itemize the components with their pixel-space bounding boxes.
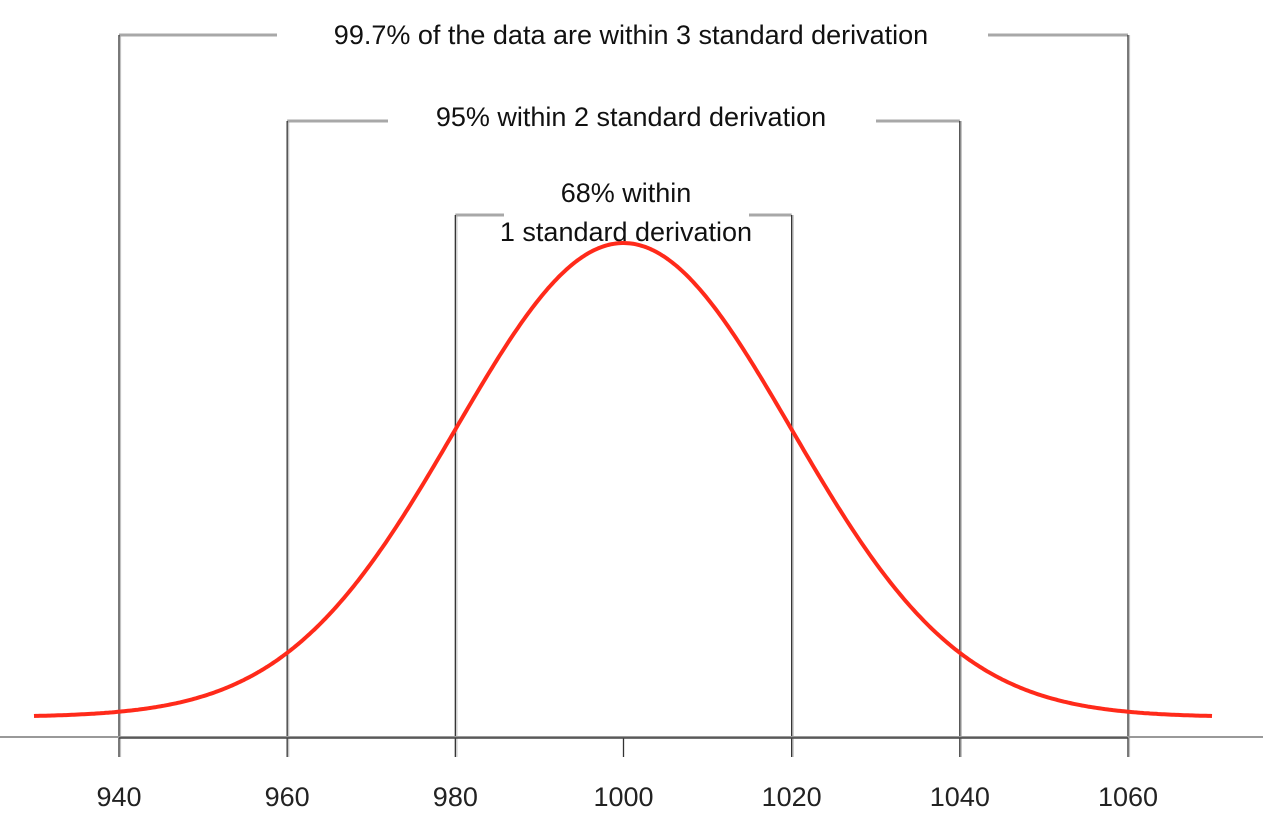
x-tick-label-980: 980: [433, 782, 478, 812]
x-tick-label-940: 940: [96, 782, 141, 812]
axis-layer: 940 960 980 1000 1020 1040 1060: [0, 736, 1263, 812]
bracket-layer: [119, 33, 1128, 217]
x-tick-label-1060: 1060: [1098, 782, 1158, 812]
x-tick-label-1040: 1040: [930, 782, 990, 812]
x-tick-label-1020: 1020: [762, 782, 822, 812]
normal-curve-series: [33, 241, 1213, 718]
label-layer: 99.7% of the data are within 3 standard …: [334, 20, 928, 247]
bracket-sd1-label-2: 1 standard derivation: [500, 217, 752, 247]
x-tick-label-1000: 1000: [593, 782, 653, 812]
x-tick-label-960: 960: [265, 782, 310, 812]
bracket-sd2-label-1: 95% within 2 standard derivation: [436, 102, 826, 132]
vline-layer: [118, 35, 1131, 757]
curve-layer: [33, 241, 1213, 718]
bracket-sd1-label-1: 68% within: [561, 178, 692, 208]
bracket-sd3-label-1: 99.7% of the data are within 3 standard …: [334, 20, 928, 50]
